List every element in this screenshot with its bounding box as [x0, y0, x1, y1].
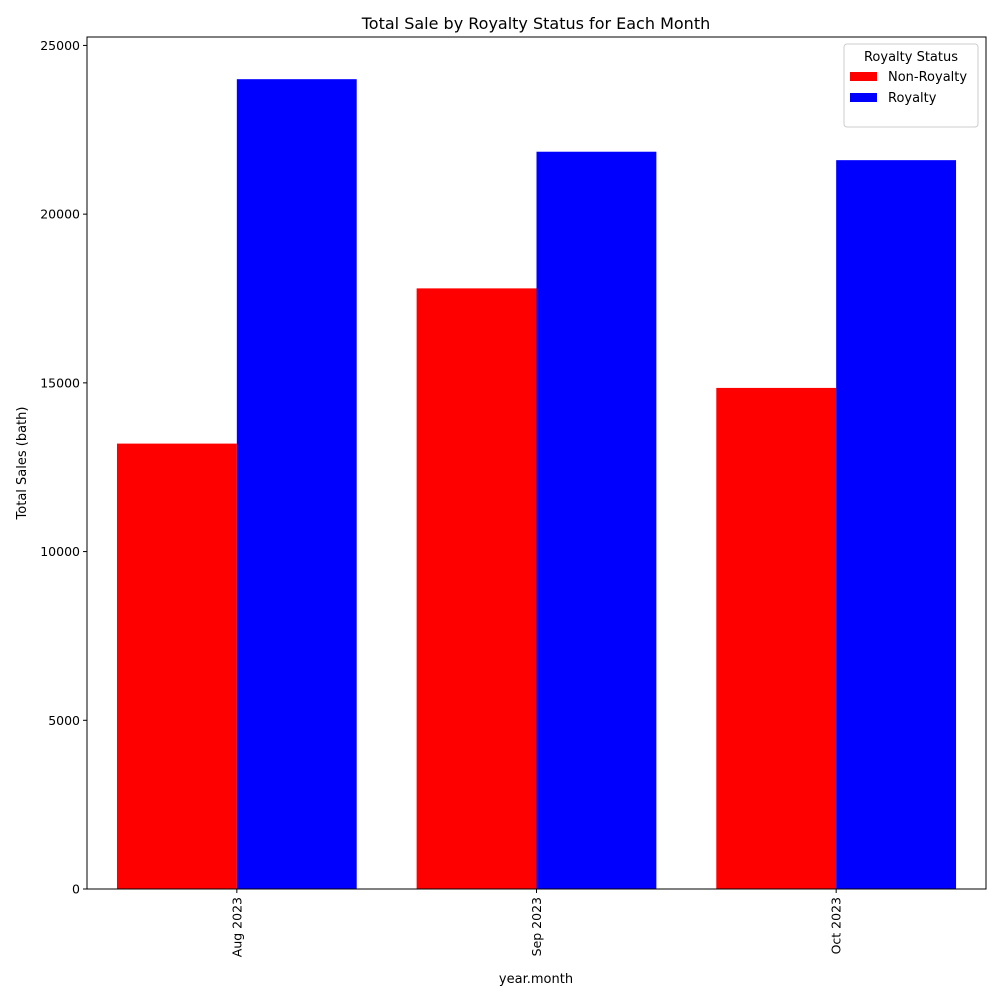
bar-non-royalty-sep-2023: [416, 288, 537, 889]
x-axis-ticks: Aug 2023 Sep 2023 Oct 2023: [229, 889, 844, 957]
x-tick-label: Oct 2023: [829, 897, 844, 954]
legend-swatch-non-royalty: [850, 72, 877, 81]
bar-royalty-oct-2023: [836, 160, 957, 889]
bar-non-royalty-oct-2023: [716, 387, 837, 889]
x-axis-label: year.month: [499, 972, 573, 987]
y-axis-ticks: 0 5000 10000 15000 20000 25000: [40, 38, 87, 897]
bars-group: [116, 79, 957, 890]
bar-non-royalty-aug-2023: [116, 443, 237, 889]
y-tick-label: 0: [72, 882, 80, 897]
y-tick-label: 10000: [40, 544, 80, 559]
y-tick-label: 25000: [40, 38, 80, 53]
y-tick-label: 20000: [40, 207, 80, 222]
plot-frame: [86, 36, 987, 890]
legend-frame: [843, 43, 979, 128]
chart-title: Total Sale by Royalty Status for Each Mo…: [361, 14, 710, 33]
bar-royalty-sep-2023: [536, 151, 657, 890]
legend-label-royalty: Royalty: [888, 91, 937, 106]
x-tick-label: Sep 2023: [529, 897, 544, 956]
y-tick-label: 5000: [48, 713, 80, 728]
y-tick-label: 15000: [40, 375, 80, 390]
legend: Royalty Status Non-Royalty Royalty: [843, 43, 979, 128]
legend-label-non-royalty: Non-Royalty: [888, 70, 967, 85]
y-axis-label: Total Sales (bath): [15, 407, 30, 521]
legend-swatch-royalty: [850, 93, 877, 102]
legend-title: Royalty Status: [864, 50, 958, 65]
x-tick-label: Aug 2023: [229, 897, 244, 957]
bar-royalty-aug-2023: [236, 79, 357, 890]
